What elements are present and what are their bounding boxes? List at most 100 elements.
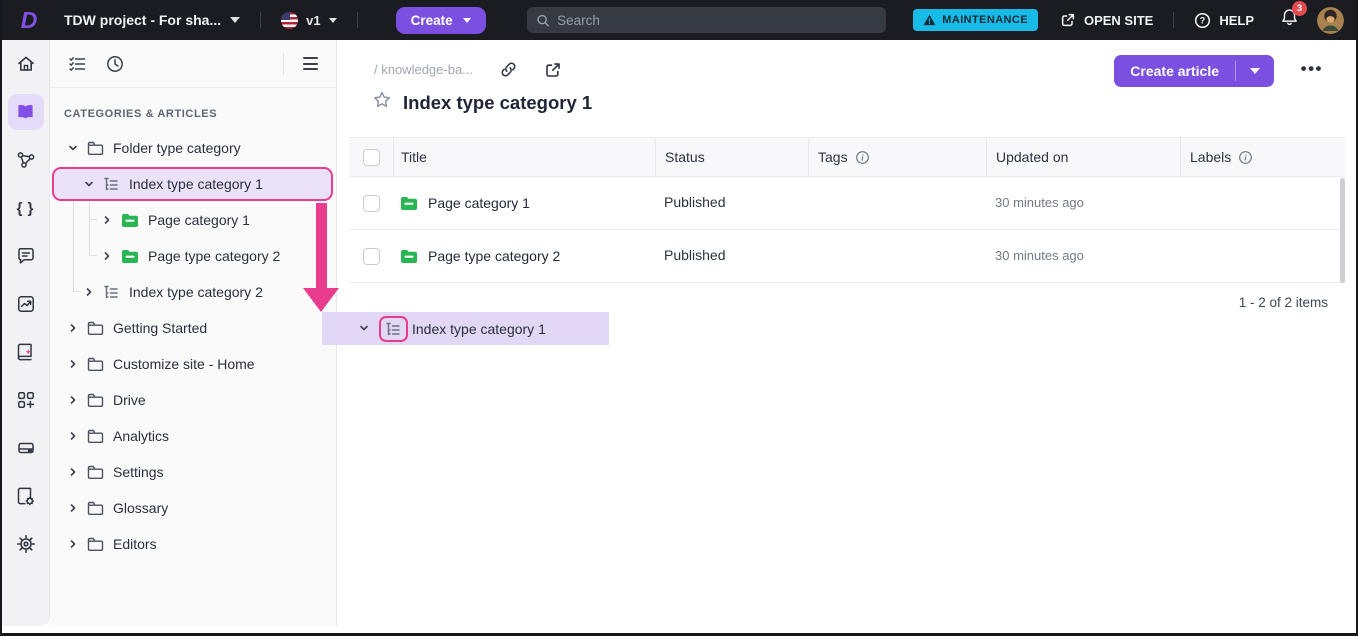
history-clock-icon[interactable] — [105, 54, 125, 74]
svg-text:?: ? — [1200, 15, 1205, 25]
sidebar-item-index-type-category-2[interactable]: Index type category 2 — [50, 274, 336, 310]
chevron-down-icon[interactable] — [66, 142, 80, 154]
info-icon[interactable]: i — [855, 150, 870, 165]
home-icon[interactable] — [8, 46, 44, 82]
chevron-right-icon[interactable] — [66, 358, 80, 370]
copy-link-icon[interactable] — [499, 60, 518, 79]
column-header-updated-on: Updated on — [986, 138, 1180, 176]
user-avatar[interactable] — [1317, 6, 1344, 34]
chevron-right-icon[interactable] — [100, 250, 114, 262]
sidebar-item-settings[interactable]: Settings — [50, 454, 336, 490]
category-tree: Folder type category Index type category… — [50, 130, 336, 562]
vertical-scrollbar[interactable] — [1340, 178, 1345, 283]
analytics-chart-icon[interactable] — [8, 286, 44, 322]
breadcrumb[interactable]: / knowledge-ba... — [374, 62, 474, 77]
tree-item-label: Drive — [113, 392, 146, 408]
ai-book-sparkle-icon[interactable] — [8, 334, 44, 370]
favorite-star-icon[interactable] — [372, 90, 392, 115]
chevron-right-icon[interactable] — [66, 502, 80, 514]
divider — [260, 12, 262, 28]
open-site-label: OPEN SITE — [1083, 12, 1154, 28]
chevron-right-icon[interactable] — [66, 394, 80, 406]
chevron-down-icon[interactable] — [82, 178, 96, 190]
page-category-icon — [401, 249, 417, 263]
chevron-right-icon[interactable] — [66, 430, 80, 442]
feedback-comment-icon[interactable] — [8, 238, 44, 274]
drive-icon[interactable] — [8, 430, 44, 466]
folder-icon — [87, 465, 104, 480]
sidebar-section-title: CATEGORIES & ARTICLES — [64, 108, 218, 120]
row-updated: 30 minutes ago — [995, 195, 1084, 210]
table-row[interactable]: Page type category 2 Published 30 minute… — [349, 230, 1345, 283]
search-bar — [527, 7, 886, 33]
info-icon[interactable]: i — [1238, 150, 1253, 165]
sidebar-item-page-category-1[interactable]: Page category 1 — [50, 202, 336, 238]
project-selector[interactable]: TDW project - For sha... — [64, 12, 241, 28]
sidebar-item-glossary[interactable]: Glossary — [50, 490, 336, 526]
settings-gear-icon[interactable] — [8, 526, 44, 562]
column-header-title: Title — [393, 138, 655, 176]
chevron-right-icon[interactable] — [66, 322, 80, 334]
sidebar-item-analytics[interactable]: Analytics — [50, 418, 336, 454]
page-category-icon — [401, 196, 417, 210]
open-in-new-tab-icon[interactable] — [544, 61, 562, 79]
sidebar-item-page-type-category-2[interactable]: Page type category 2 — [50, 238, 336, 274]
row-checkbox[interactable] — [362, 247, 380, 265]
chevron-down-icon[interactable] — [1236, 55, 1274, 87]
sidebar-item-editors[interactable]: Editors — [50, 526, 336, 562]
folder-icon — [87, 357, 104, 372]
tree-guide-line — [89, 202, 90, 256]
workflow-icon[interactable] — [8, 142, 44, 178]
notifications-button[interactable]: 3 — [1280, 1, 1307, 32]
sidebar-item-customize-site-home[interactable]: Customize site - Home — [50, 346, 336, 382]
tree-guide-line — [89, 219, 97, 220]
app-logo-icon[interactable]: D — [20, 6, 38, 33]
create-button[interactable]: Create — [395, 6, 486, 34]
tree-item-label: Index type category 2 — [129, 284, 263, 300]
folder-icon — [87, 537, 104, 552]
row-title[interactable]: Page category 1 — [428, 195, 530, 211]
checklist-icon[interactable] — [68, 55, 87, 73]
divider — [283, 52, 284, 75]
maintenance-badge[interactable]: MAINTENANCE — [913, 9, 1038, 31]
tree-item-label: Glossary — [113, 500, 169, 516]
chevron-right-icon[interactable] — [66, 538, 80, 550]
sidebar-item-folder-type-category[interactable]: Folder type category — [50, 130, 336, 166]
sidebar-item-getting-started[interactable]: Getting Started — [50, 310, 336, 346]
table-row[interactable]: Page category 1 Published 30 minutes ago — [349, 177, 1345, 230]
row-title[interactable]: Page type category 2 — [428, 248, 561, 264]
row-checkbox[interactable] — [362, 194, 380, 212]
help-button[interactable]: ? HELP — [1194, 12, 1254, 29]
create-article-label: Create article — [1130, 63, 1219, 79]
status-badge: Published — [664, 247, 726, 263]
more-options-button[interactable]: ••• — [1300, 59, 1323, 78]
search-input[interactable] — [557, 12, 877, 28]
sidebar-toolbar — [50, 40, 336, 88]
search-icon — [537, 14, 550, 26]
sidebar-item-drive[interactable]: Drive — [50, 382, 336, 418]
svg-text:i: i — [1245, 153, 1248, 162]
api-braces-icon[interactable]: { } — [16, 199, 35, 217]
tree-item-label: Getting Started — [113, 320, 208, 336]
chevron-right-icon[interactable] — [82, 286, 96, 298]
widgets-add-icon[interactable] — [8, 382, 44, 418]
folder-icon — [87, 429, 104, 444]
sidebar-item-index-type-category-1[interactable]: Index type category 1 — [50, 166, 336, 202]
folder-icon — [87, 501, 104, 516]
tree-guide-line — [89, 255, 97, 256]
status-badge: Published — [664, 194, 726, 210]
tree-guide-line — [73, 291, 81, 292]
page-category-icon — [121, 249, 139, 264]
row-updated: 30 minutes ago — [995, 248, 1084, 263]
knowledge-base-book-icon[interactable] — [7, 94, 44, 130]
open-site-button[interactable]: OPEN SITE — [1060, 12, 1153, 28]
chevron-right-icon[interactable] — [100, 214, 114, 226]
chevron-down-icon — [358, 321, 370, 337]
language-version-selector[interactable]: v1 — [281, 11, 337, 29]
content-tools-book-gear-icon[interactable] — [8, 478, 44, 514]
tree-item-label: Editors — [113, 536, 157, 552]
collapse-sidebar-icon[interactable] — [303, 57, 318, 70]
chevron-right-icon[interactable] — [66, 466, 80, 478]
select-all-checkbox[interactable] — [362, 148, 380, 166]
create-article-button[interactable]: Create article — [1114, 55, 1274, 87]
